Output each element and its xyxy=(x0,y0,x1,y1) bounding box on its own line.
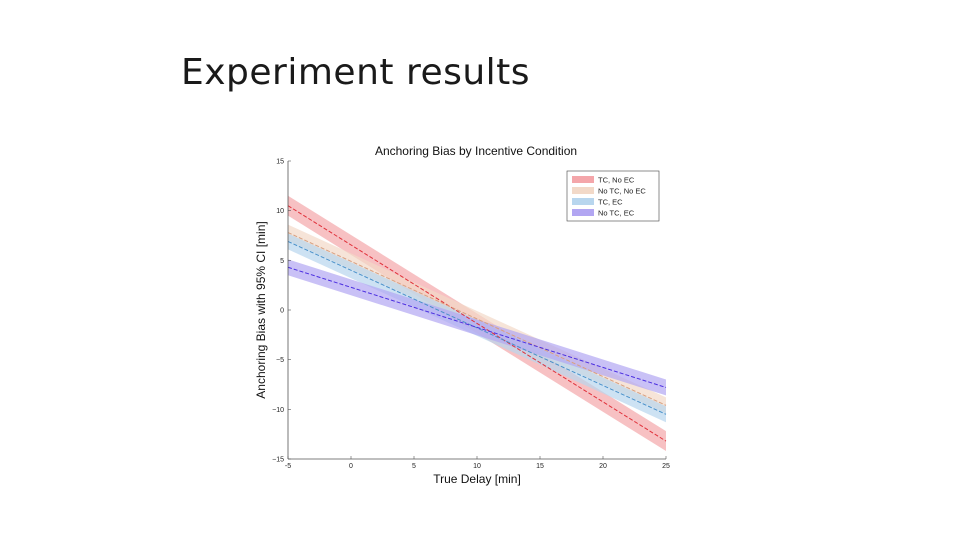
series-line-2 xyxy=(287,232,667,406)
legend-label: TC, No EC xyxy=(598,176,635,185)
legend-swatch xyxy=(572,198,594,205)
series-line-1 xyxy=(287,205,667,442)
y-tick-label: −5 xyxy=(276,357,284,364)
legend-swatch xyxy=(572,187,594,194)
y-tick-label: 15 xyxy=(276,159,284,166)
slide-title: Experiment results xyxy=(181,52,531,93)
y-tick-label: −15 xyxy=(272,457,284,464)
x-axis-label: True Delay [min] xyxy=(433,472,521,486)
x-tick-label: 20 xyxy=(599,463,607,470)
chart-title: Anchoring Bias by Incentive Condition xyxy=(375,144,577,158)
x-tick-label: 25 xyxy=(662,463,670,470)
legend: TC, No EC No TC, No EC TC, EC No TC, EC xyxy=(566,170,660,222)
x-tick-label: 15 xyxy=(536,463,544,470)
chart: Anchoring Bias by Incentive Condition -5… xyxy=(254,144,670,486)
x-tick-label: 10 xyxy=(473,463,481,470)
legend-swatch xyxy=(572,176,594,183)
y-axis-label: Anchoring Bias with 95% CI [min] xyxy=(254,221,268,398)
x-tick-label: 5 xyxy=(412,463,416,470)
x-tick-label: -5 xyxy=(285,463,291,470)
y-tick-label: 10 xyxy=(276,208,284,215)
legend-label: No TC, EC xyxy=(598,209,635,218)
plot-area xyxy=(287,195,667,452)
y-tick-label: 5 xyxy=(280,258,284,265)
axes: -5 0 5 10 15 20 25 −15 −10 −5 0 5 10 15 xyxy=(272,159,670,471)
legend-label: No TC, No EC xyxy=(598,187,646,196)
y-tick-label: −10 xyxy=(272,407,284,414)
legend-label: TC, EC xyxy=(598,198,623,207)
x-tick-label: 0 xyxy=(349,463,353,470)
series-line-4 xyxy=(287,266,667,388)
y-tick-label: 0 xyxy=(280,308,284,315)
legend-swatch xyxy=(572,209,594,216)
